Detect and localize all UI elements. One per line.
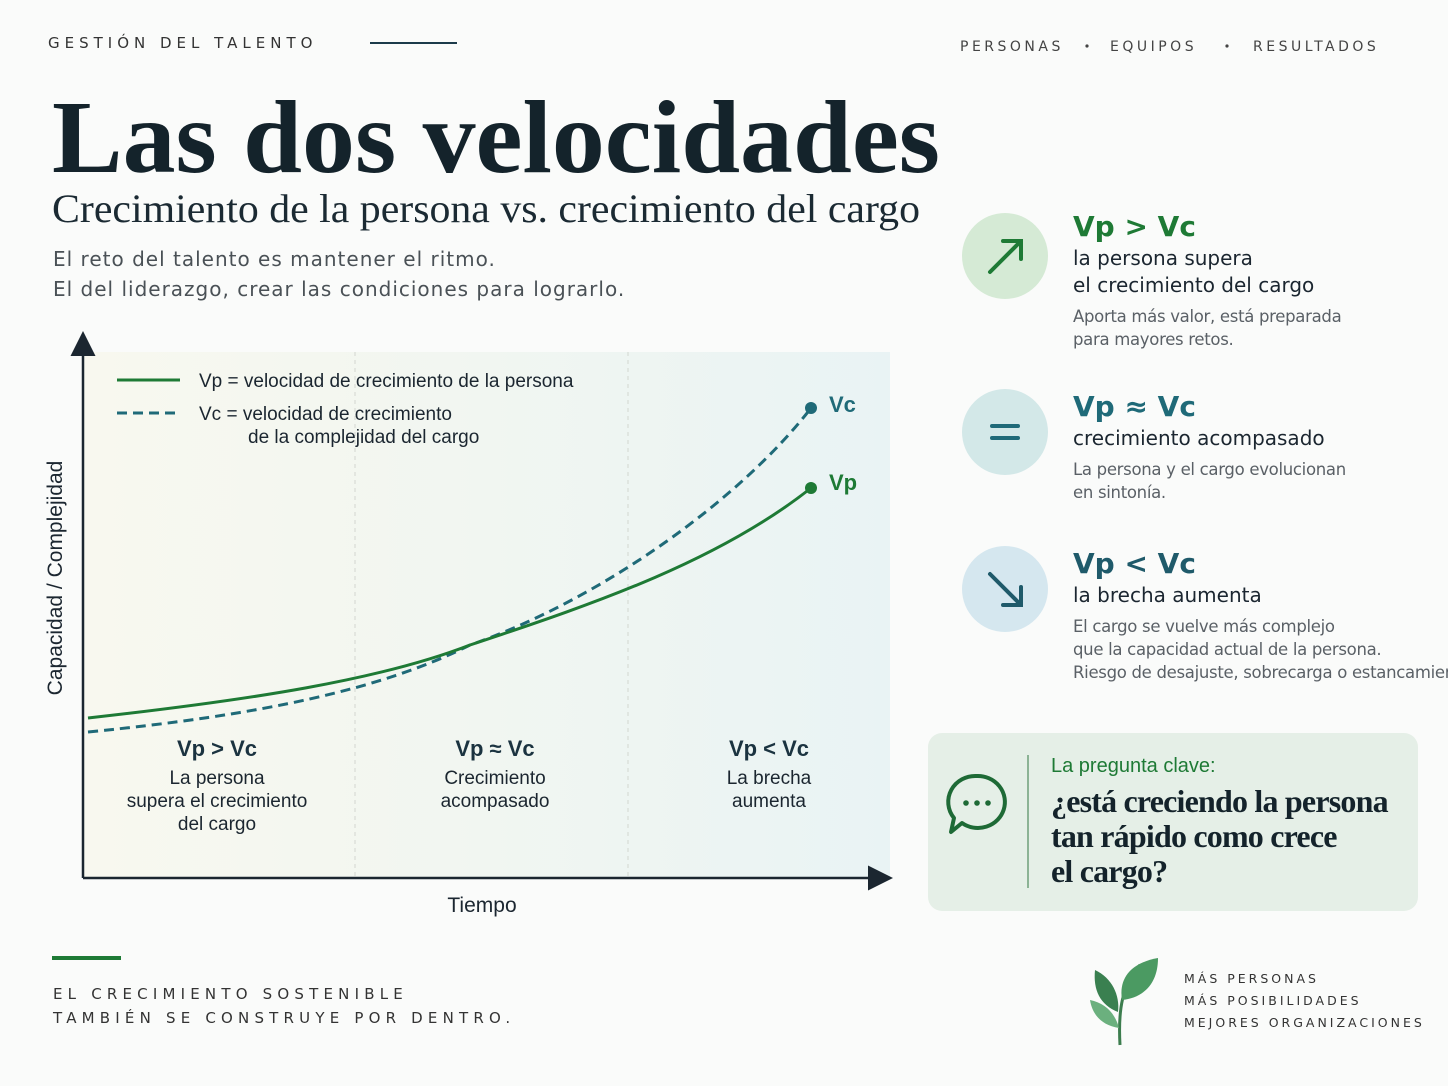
y-axis-label: Capacidad / Complejidad [44,461,67,696]
motto: MEJORES ORGANIZACIONES [1184,1015,1425,1030]
end-label: Vp [829,470,857,495]
question-line: el cargo? [1051,853,1167,889]
card-heading: Vp ≈ Vc [1073,390,1196,423]
zone-text: La brecha [727,768,812,789]
question-label: La pregunta clave: [1051,755,1216,777]
tag: EQUIPOS [1110,39,1197,55]
zone-text: supera el crecimiento [127,791,308,812]
kicker: GESTIÓN DEL TALENTO [48,33,317,52]
tag: RESULTADOS [1253,39,1379,55]
card-description: en sintonía. [1073,483,1166,502]
zone-text: acompasado [441,791,550,812]
motto: MÁS POSIBILIDADES [1184,993,1362,1008]
card-subtitle: la brecha aumenta [1073,583,1262,607]
zone-title: Vp ≈ Vc [455,736,534,761]
card-subtitle: el crecimiento del cargo [1073,273,1314,297]
intro: El reto del talento es mantener el ritmo… [53,247,496,271]
vc-endpoint [805,402,817,414]
card-description: que la capacidad actual de la persona. [1073,640,1381,659]
zone-title: Vp < Vc [729,736,809,761]
zone-title: Vp > Vc [177,736,257,761]
end-label: Vc [829,392,856,417]
card-description: para mayores retos. [1073,330,1233,349]
card-heading: Vp > Vc [1073,210,1196,243]
zone-text: La persona [169,768,265,789]
legend-text: Vp = velocidad de crecimiento de la pers… [199,371,574,392]
cards: Vp > Vc la persona supera el crecimiento d… [1073,210,1448,682]
question-line: tan rápido como crece [1051,818,1337,854]
zone-text: Crecimiento [444,768,545,789]
tagline: EL CRECIMIENTO SOSTENIBLE [53,985,408,1003]
icon-down [988,572,1023,607]
card-subtitle: la persona supera [1073,246,1253,270]
motto: MÁS PERSONAS [1184,971,1319,986]
legend-text: de la complejidad del cargo [248,427,479,448]
card-description: La persona y el cargo evolucionan [1073,460,1346,479]
icon-up [988,239,1023,274]
tag-dot [1085,44,1089,48]
subtitle: Crecimiento de la persona vs. crecimient… [52,186,920,231]
title: Las dos velocidades [52,80,940,195]
zone-text: del cargo [178,814,256,835]
card-heading: Vp < Vc [1073,547,1196,580]
vc-curve [87,407,813,734]
icon-bg [962,389,1048,475]
chat-dot [985,800,991,806]
zone-text: aumenta [732,791,806,812]
card-subtitle: crecimiento acompasado [1073,426,1325,450]
card-description: Riesgo de desajuste, sobrecarga o estanc… [1073,663,1448,682]
question-box [928,733,1418,911]
chat-icon [946,773,1007,834]
chat-dot [974,800,980,806]
chat-dot [963,800,969,806]
intro: El del liderazgo, crear las condiciones … [53,277,625,301]
leaf-logo [1090,958,1158,1046]
question-line: ¿está creciendo la persona [1051,783,1389,819]
card-description: Aporta más valor, está preparada [1073,307,1341,326]
card-description: El cargo se vuelve más complejo [1073,617,1335,636]
zone-background [84,352,890,878]
x-axis-label: Tiempo [447,894,516,917]
vp-curve [87,486,812,720]
legend-text: Vc = velocidad de crecimiento [199,404,452,425]
tag: PERSONAS [960,39,1064,55]
tagline: TAMBIÉN SE CONSTRUYE POR DENTRO. [52,1008,515,1027]
vp-endpoint [805,482,817,494]
icon-equal [990,424,1020,440]
tag-dot [1225,44,1229,48]
